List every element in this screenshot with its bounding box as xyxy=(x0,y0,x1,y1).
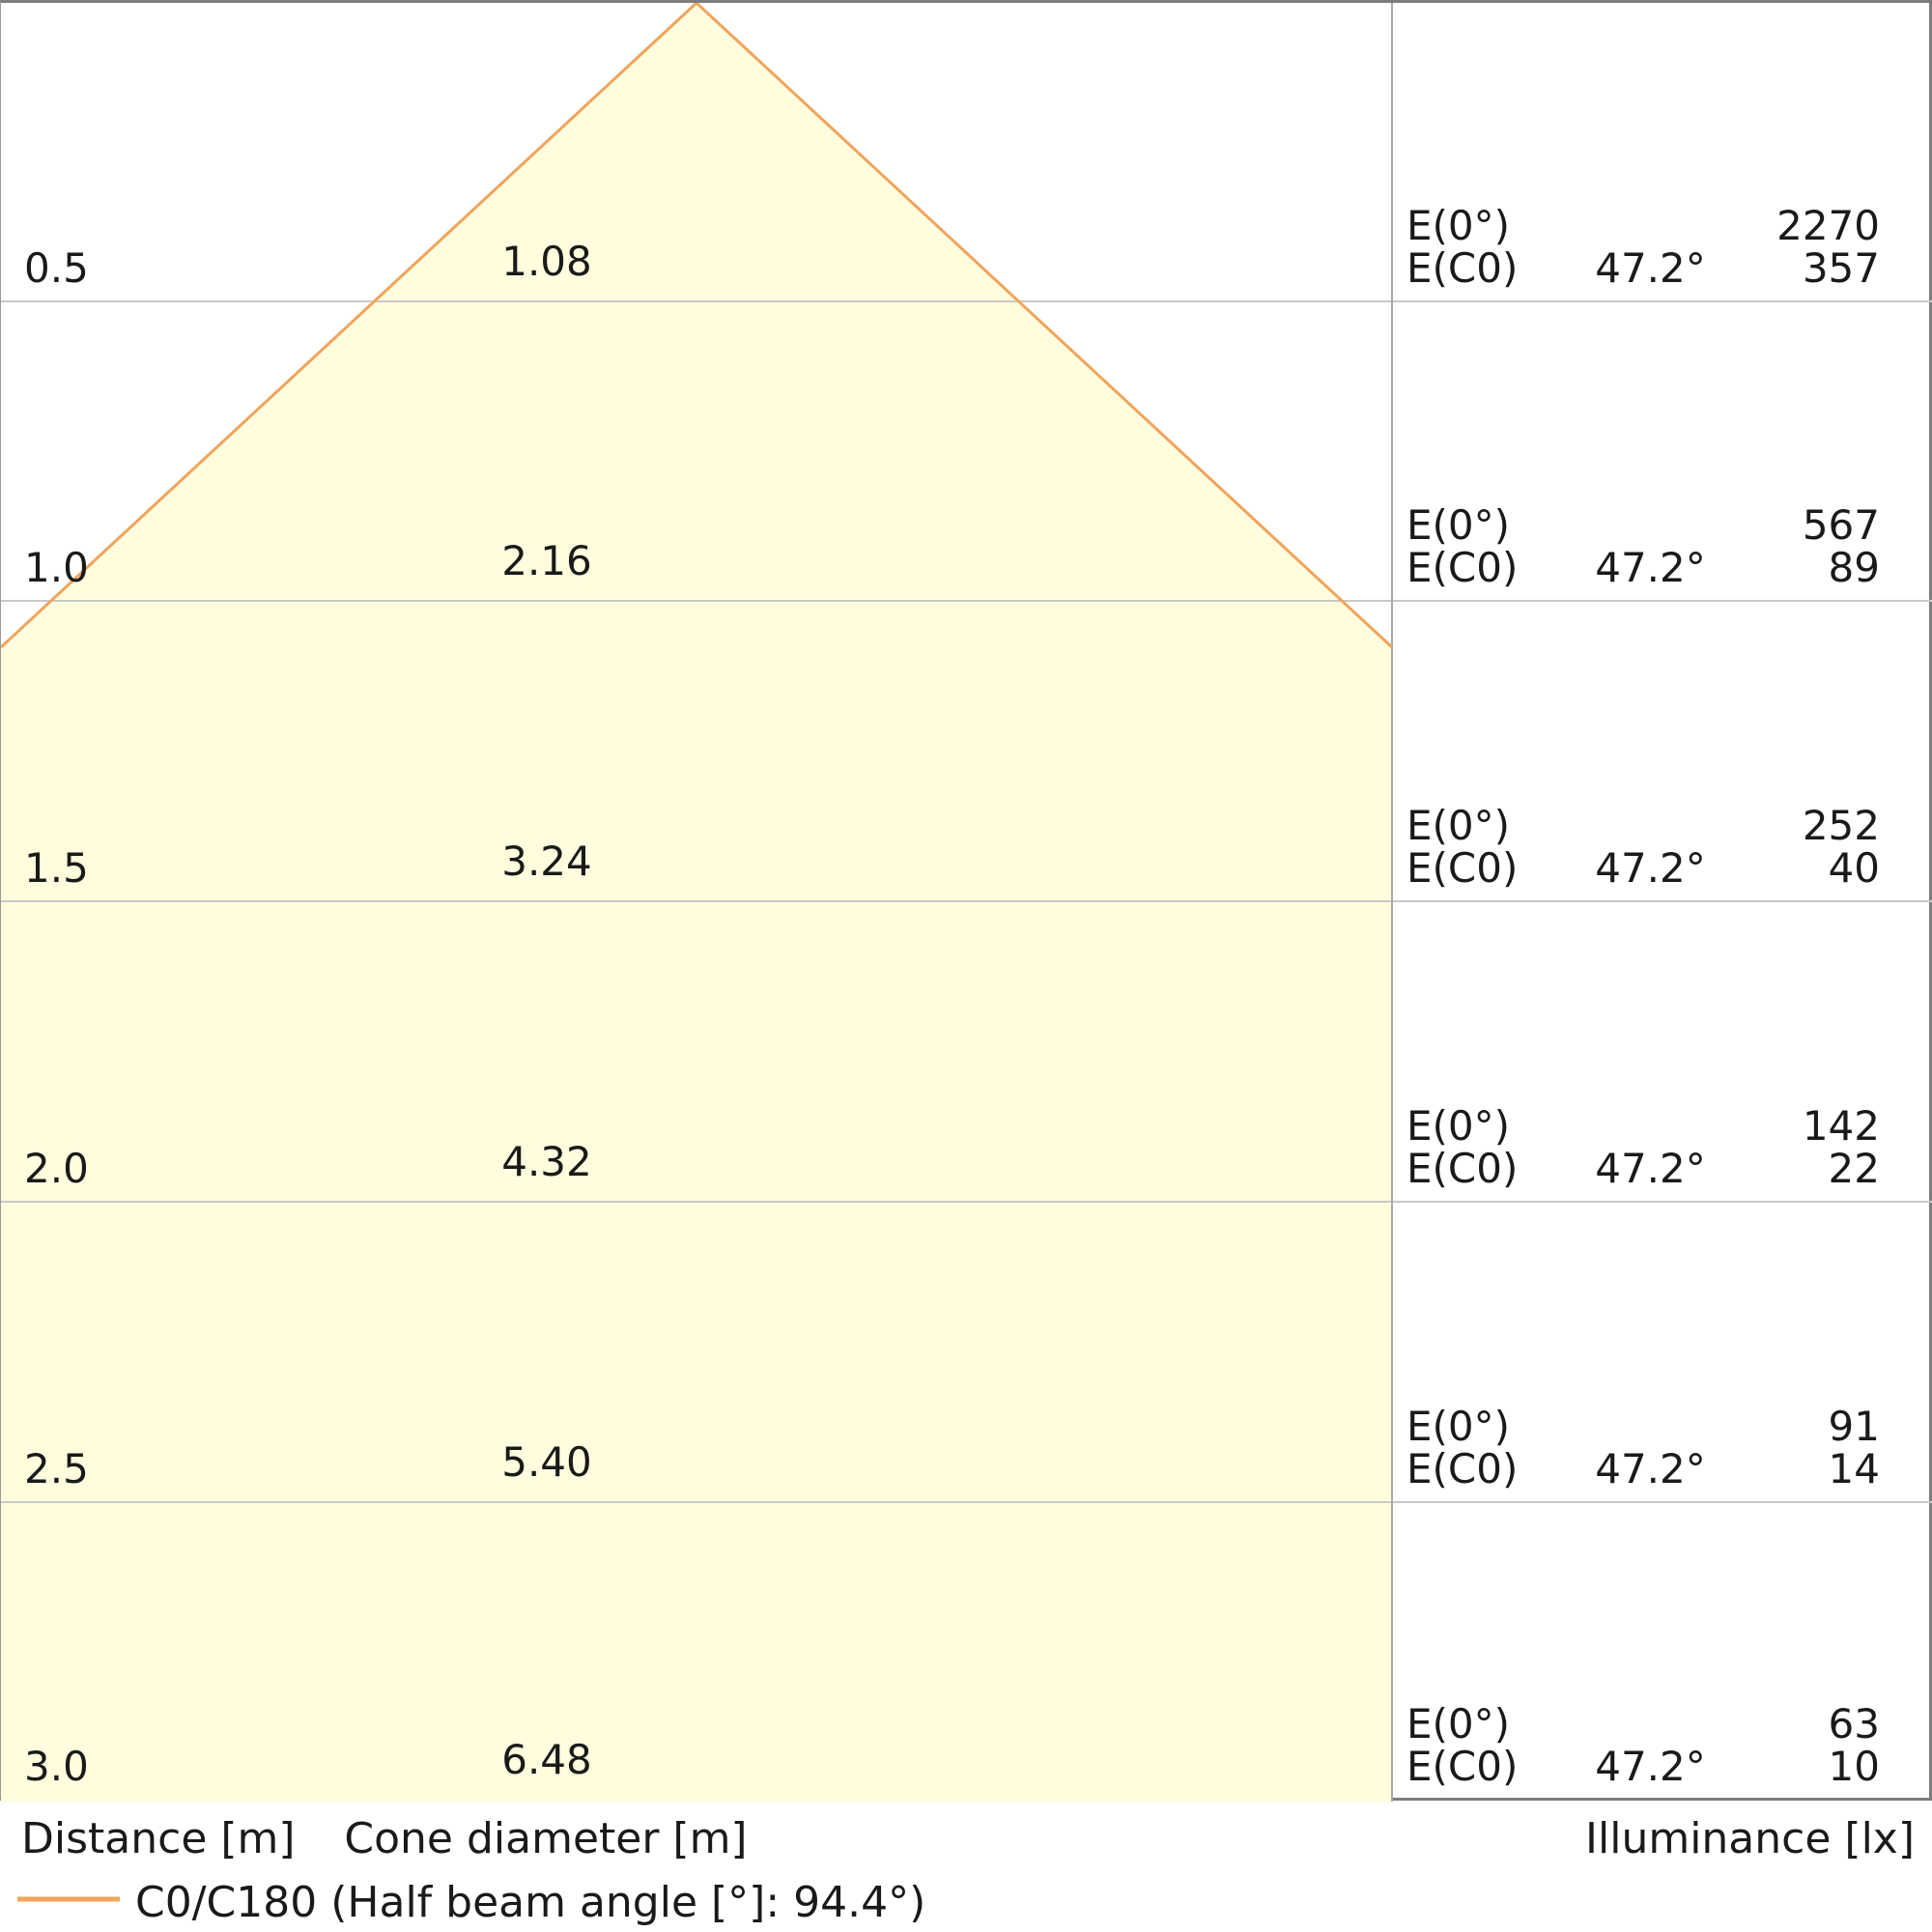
e0-label: E(0°) xyxy=(1406,1102,1511,1150)
e0-label: E(0°) xyxy=(1406,501,1511,549)
e0-angle xyxy=(1590,805,1711,847)
illuminance-row-1.0: E(0°) 567 E(C0) 47.2° 89 xyxy=(1406,504,1880,589)
ec0-value: 14 xyxy=(1828,1445,1880,1492)
distance-label-2.0: 2.0 xyxy=(24,1145,89,1192)
e0-angle xyxy=(1590,1406,1711,1448)
ec0-value: 22 xyxy=(1828,1145,1880,1192)
ec0-value: 10 xyxy=(1828,1743,1880,1790)
illuminance-row-0.5: E(0°) 2270 E(C0) 47.2° 357 xyxy=(1406,205,1880,290)
cone-diameter-label-3.0: 6.48 xyxy=(501,1736,592,1783)
cone-diameter-label-2.5: 5.40 xyxy=(501,1438,592,1486)
legend: C0/C180 (Half beam angle [°]: 94.4°) xyxy=(0,1872,1932,1932)
e0-angle xyxy=(1590,205,1711,247)
e0-label: E(0°) xyxy=(1406,802,1511,849)
illuminance-axis-caption: Illuminance [lx] xyxy=(1585,1814,1915,1863)
e0-value: 63 xyxy=(1828,1700,1880,1747)
illuminance-row-3.0: E(0°) 63 E(C0) 47.2° 10 xyxy=(1406,1703,1880,1788)
e0-value: 567 xyxy=(1802,501,1880,549)
e0-angle xyxy=(1590,1703,1711,1746)
e0-value: 142 xyxy=(1802,1102,1880,1150)
ec0-angle: 47.2° xyxy=(1595,1743,1706,1790)
ec0-label: E(C0) xyxy=(1406,1145,1519,1192)
e0-value: 252 xyxy=(1802,802,1880,849)
ec0-label: E(C0) xyxy=(1406,1743,1519,1790)
ec0-angle: 47.2° xyxy=(1595,244,1706,292)
cone-beam-svg xyxy=(1,3,1932,1802)
illuminance-row-1.5: E(0°) 252 E(C0) 47.2° 40 xyxy=(1406,805,1880,890)
distance-label-2.5: 2.5 xyxy=(24,1445,89,1492)
ec0-angle: 47.2° xyxy=(1595,544,1706,591)
e0-angle xyxy=(1590,504,1711,547)
cone-diameter-axis-caption: Cone diameter [m] xyxy=(344,1814,748,1863)
illuminance-row-2.0: E(0°) 142 E(C0) 47.2° 22 xyxy=(1406,1105,1880,1190)
e0-label: E(0°) xyxy=(1406,1403,1511,1450)
e0-value: 2270 xyxy=(1776,202,1880,249)
ec0-label: E(C0) xyxy=(1406,244,1519,292)
e0-value: 91 xyxy=(1828,1403,1880,1450)
illuminance-row-2.5: E(0°) 91 E(C0) 47.2° 14 xyxy=(1406,1406,1880,1491)
axis-captions: Distance [m] Cone diameter [m] Illuminan… xyxy=(0,1808,1932,1863)
cone-diameter-label-1.0: 2.16 xyxy=(501,537,592,584)
e0-label: E(0°) xyxy=(1406,1700,1511,1747)
beam-edge-lines xyxy=(1,3,1394,649)
legend-label: C0/C180 (Half beam angle [°]: 94.4°) xyxy=(135,1878,926,1927)
ec0-label: E(C0) xyxy=(1406,1445,1519,1492)
ec0-label: E(C0) xyxy=(1406,544,1519,591)
distance-label-3.0: 3.0 xyxy=(24,1743,89,1790)
cone-diameter-label-0.5: 1.08 xyxy=(501,238,592,285)
distance-gridlines xyxy=(1,300,1932,1503)
legend-line-swatch-icon xyxy=(17,1896,120,1902)
ec0-angle: 47.2° xyxy=(1595,1145,1706,1192)
ec0-value: 40 xyxy=(1828,844,1880,892)
distance-label-1.0: 1.0 xyxy=(24,544,89,591)
e0-angle xyxy=(1590,1105,1711,1148)
cone-diameter-label-2.0: 4.32 xyxy=(501,1138,592,1185)
distance-label-0.5: 0.5 xyxy=(24,244,89,292)
ec0-angle: 47.2° xyxy=(1595,844,1706,892)
distance-axis-caption: Distance [m] xyxy=(21,1814,296,1863)
ec0-value: 89 xyxy=(1828,544,1880,591)
ec0-angle: 47.2° xyxy=(1595,1445,1706,1492)
ec0-label: E(C0) xyxy=(1406,844,1519,892)
ec0-value: 357 xyxy=(1802,244,1880,292)
cone-chart-area: 0.5 1.08 E(0°) 2270 E(C0) 47.2° 357 1.0 … xyxy=(0,0,1932,1802)
e0-label: E(0°) xyxy=(1406,202,1511,249)
cone-diameter-label-1.5: 3.24 xyxy=(501,838,592,885)
distance-label-1.5: 1.5 xyxy=(24,844,89,892)
